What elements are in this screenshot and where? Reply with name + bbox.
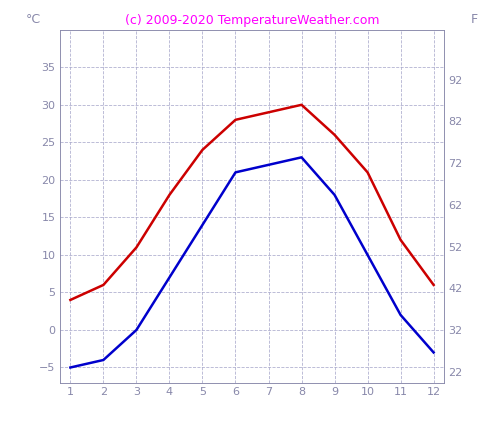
Title: (c) 2009-2020 TemperatureWeather.com: (c) 2009-2020 TemperatureWeather.com — [125, 14, 379, 27]
Text: F: F — [471, 13, 478, 26]
Text: °C: °C — [26, 13, 41, 26]
